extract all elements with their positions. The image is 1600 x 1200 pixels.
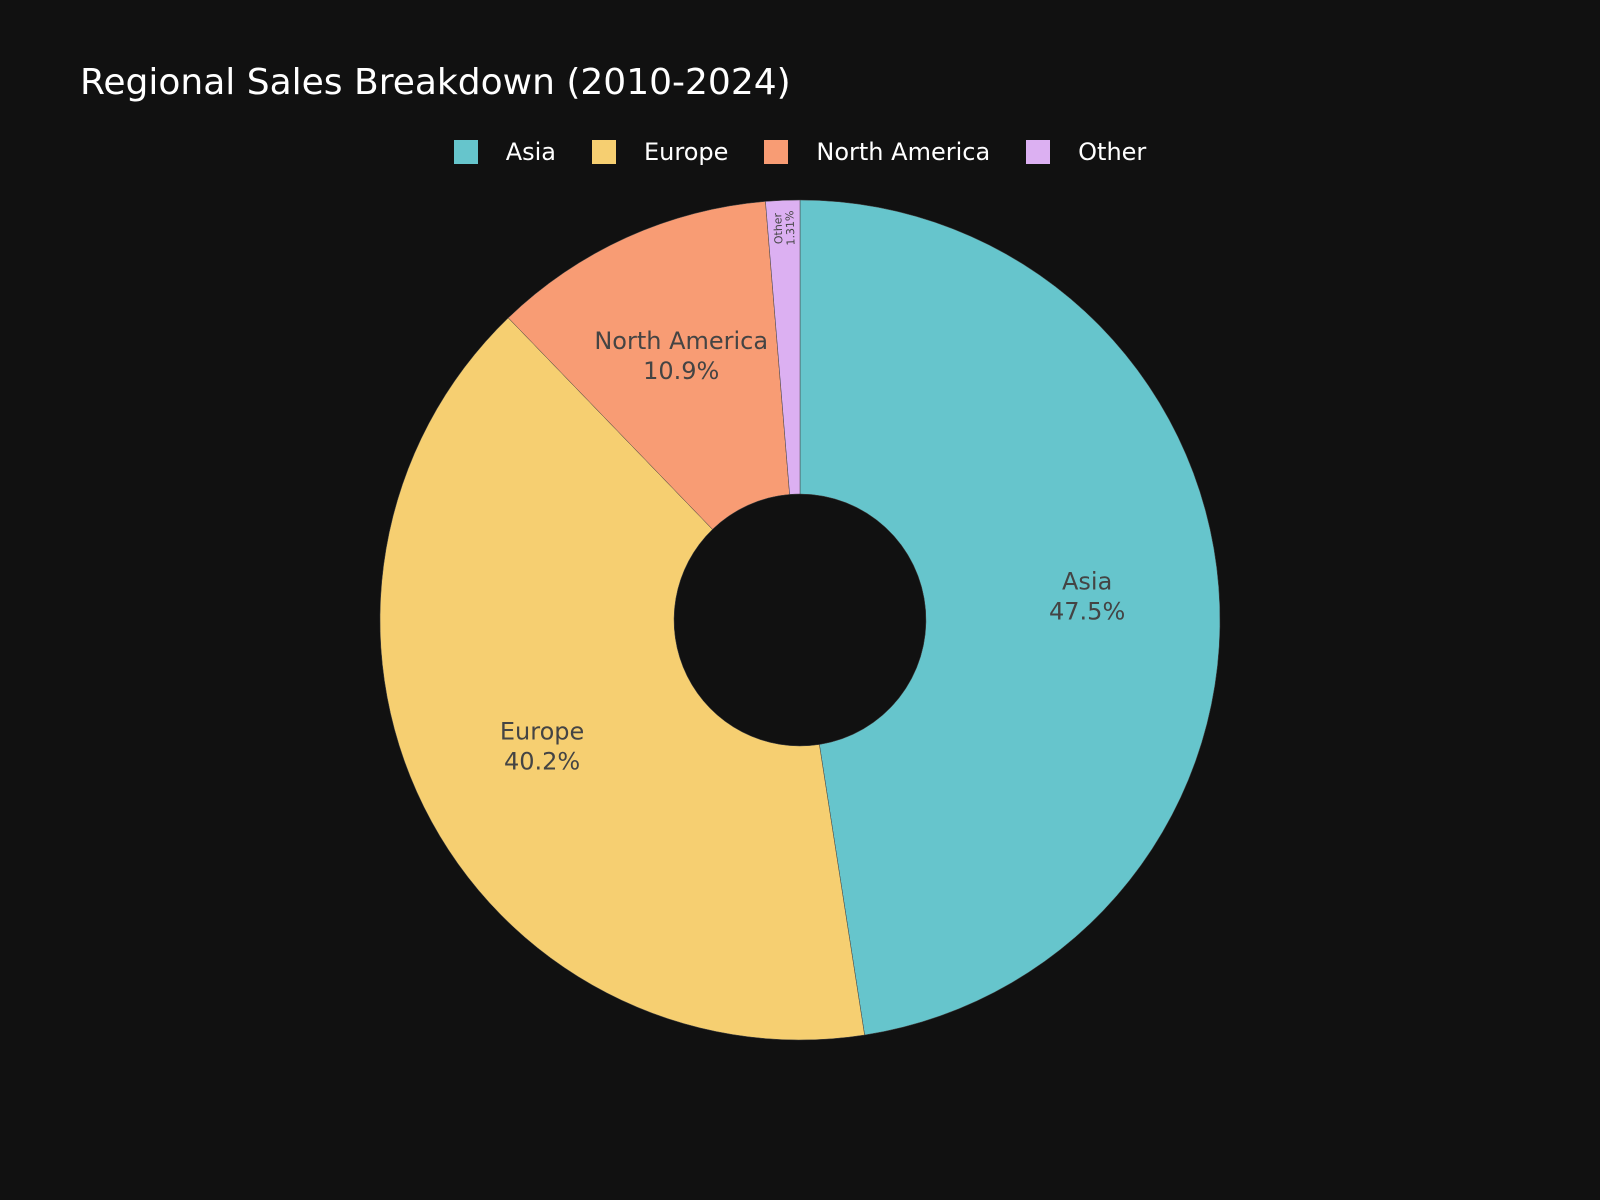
- legend: Asia Europe North America Other: [0, 138, 1600, 166]
- chart-title: Regional Sales Breakdown (2010-2024): [80, 62, 791, 103]
- slice-label-percent: 47.5%: [1049, 597, 1125, 625]
- slice-other[interactable]: [765, 199, 801, 495]
- slice-label-name: Europe: [500, 718, 584, 746]
- slice-label-percent: 1.31%: [783, 210, 797, 245]
- slice-asia[interactable]: [799, 199, 1221, 1036]
- legend-swatch-asia: [453, 140, 478, 164]
- slice-europe[interactable]: [379, 317, 865, 1041]
- legend-label-asia: Asia: [505, 138, 556, 166]
- legend-swatch-north-america: [764, 140, 789, 164]
- slice-label-europe: Europe 40.2%: [500, 718, 584, 776]
- legend-swatch-europe: [591, 140, 616, 164]
- legend-label-north-america: North America: [816, 138, 991, 166]
- slice-label-name: North America: [594, 327, 768, 355]
- legend-item-europe[interactable]: Europe: [591, 138, 729, 166]
- slice-label-percent: 40.2%: [504, 748, 580, 776]
- legend-label-europe: Europe: [643, 138, 729, 166]
- slice-label-asia: Asia 47.5%: [1049, 567, 1125, 625]
- legend-label-other: Other: [1078, 138, 1147, 166]
- legend-item-north-america[interactable]: North America: [764, 138, 990, 166]
- slice-label-other: Other1.31%: [771, 210, 798, 246]
- legend-swatch-other: [1026, 140, 1051, 164]
- donut-slices: [379, 199, 1221, 1041]
- slice-label-name: Asia: [1062, 567, 1112, 595]
- slice-label-name: Other: [771, 212, 785, 244]
- legend-item-asia[interactable]: Asia: [453, 138, 556, 166]
- slice-label-percent: 10.9%: [643, 357, 719, 385]
- slice-label-north-america: North America 10.9%: [594, 327, 768, 385]
- legend-item-other[interactable]: Other: [1026, 138, 1146, 166]
- donut-labels: Asia 47.5% Europe 40.2% North America 10.9% Ot…: [500, 210, 1125, 775]
